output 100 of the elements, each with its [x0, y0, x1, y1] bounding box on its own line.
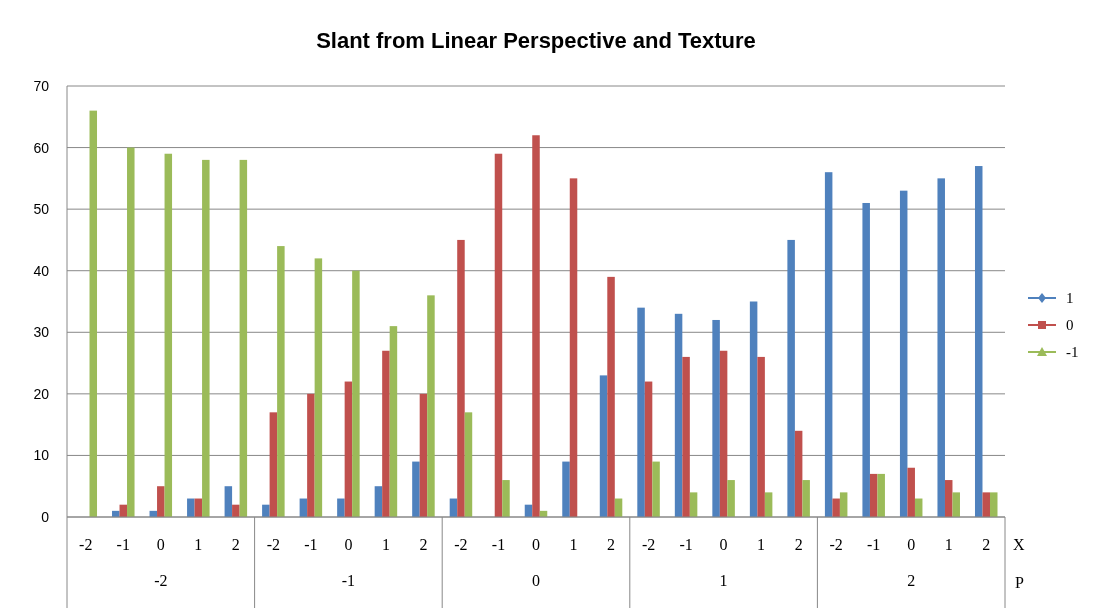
x-tick-label: 0 — [156, 536, 165, 553]
bar — [89, 110, 98, 517]
bar — [269, 412, 278, 517]
text: 1 — [719, 572, 728, 589]
text: 2 — [907, 572, 916, 589]
bar — [869, 473, 878, 517]
bar — [712, 319, 720, 517]
bar — [764, 492, 773, 517]
bar — [824, 172, 833, 517]
x-tick-label: -1 — [867, 536, 881, 553]
bar — [794, 430, 803, 517]
x-tick-label: -2 — [454, 536, 468, 553]
bar — [419, 393, 428, 517]
bar — [374, 486, 383, 517]
x-tick-label: 0 — [719, 536, 728, 553]
bar — [682, 356, 690, 517]
x-tick-label: -1 — [116, 536, 130, 553]
bar — [277, 246, 285, 517]
x-tick-label: -1 — [679, 536, 693, 553]
x-tick-label: 2 — [794, 536, 803, 553]
x-tick-label: 1 — [944, 536, 953, 553]
legend-label: 1 — [1066, 290, 1074, 306]
y-tick-label: 20 — [33, 385, 50, 402]
x-tick-label: 1 — [381, 536, 390, 553]
bar — [719, 350, 728, 517]
x-tick-label: 0 — [532, 536, 540, 553]
bar — [877, 473, 885, 517]
x-tick-label: 2 — [231, 536, 240, 553]
bar — [562, 461, 570, 517]
x-tick-label: -2 — [829, 536, 843, 553]
x-tick-label: 1 — [757, 536, 766, 553]
bar — [187, 498, 195, 517]
y-tick-label: 30 — [33, 324, 50, 341]
bar — [862, 202, 870, 517]
text: P — [1015, 574, 1024, 591]
bar — [464, 412, 473, 517]
bar — [727, 480, 735, 517]
bar — [832, 498, 840, 517]
bar — [637, 307, 645, 517]
x-tick-label: -2 — [641, 536, 656, 553]
bar — [749, 301, 758, 517]
bar — [599, 375, 608, 517]
x-tick-label: 1 — [194, 536, 203, 553]
bar — [839, 492, 848, 517]
bar — [802, 480, 810, 517]
bar — [382, 350, 390, 517]
bar — [164, 153, 173, 517]
bar — [757, 356, 765, 517]
text: 0 — [532, 572, 540, 589]
x-tick-label: -1 — [304, 536, 318, 553]
bar — [307, 393, 315, 517]
bar — [532, 135, 540, 517]
bar — [224, 486, 233, 517]
chart-title: Slant from Linear Perspective and Texture — [316, 28, 756, 53]
bar — [689, 492, 698, 517]
legend-label: -1 — [1066, 344, 1079, 360]
x-tick-label: 0 — [344, 536, 353, 553]
bar — [494, 153, 503, 517]
bar — [202, 159, 210, 517]
bar — [157, 486, 165, 517]
bar — [232, 504, 240, 517]
x-tick-label: -2 — [79, 536, 93, 553]
x-tick-label: -2 — [266, 536, 281, 553]
bar — [412, 461, 420, 517]
bar — [607, 276, 615, 517]
bar — [937, 178, 945, 517]
bar — [262, 504, 270, 517]
bar — [337, 498, 345, 517]
x-tick-label: 1 — [569, 536, 578, 553]
bar — [907, 467, 915, 517]
bar — [982, 492, 990, 517]
bar — [389, 326, 398, 517]
bar — [352, 270, 360, 517]
bar — [569, 178, 578, 517]
x-tick-label: -1 — [491, 536, 506, 553]
bar — [652, 461, 660, 517]
bar — [952, 492, 960, 517]
x-tick-label: 2 — [419, 536, 428, 553]
bar — [457, 239, 465, 517]
bar — [344, 381, 353, 517]
legend-label: 0 — [1066, 317, 1074, 333]
x-tick-label: 2 — [607, 536, 616, 553]
bar — [644, 381, 653, 517]
y-tick-label: 70 — [33, 78, 50, 94]
bar — [899, 190, 908, 517]
x-axis-title: X — [1013, 536, 1025, 553]
x-tick-label: 2 — [982, 536, 991, 553]
bar — [787, 239, 795, 517]
x-tick-label: 0 — [907, 536, 916, 553]
text: -2 — [154, 572, 168, 589]
bar — [239, 159, 248, 517]
bar — [974, 166, 983, 517]
bar — [314, 258, 323, 517]
bar — [944, 480, 953, 517]
y-tick-label: 60 — [33, 139, 50, 156]
bar — [427, 295, 435, 517]
text: -1 — [341, 572, 356, 589]
y-tick-label: 50 — [33, 201, 50, 218]
y-tick-label: 0 — [41, 509, 50, 525]
bar — [502, 480, 510, 517]
